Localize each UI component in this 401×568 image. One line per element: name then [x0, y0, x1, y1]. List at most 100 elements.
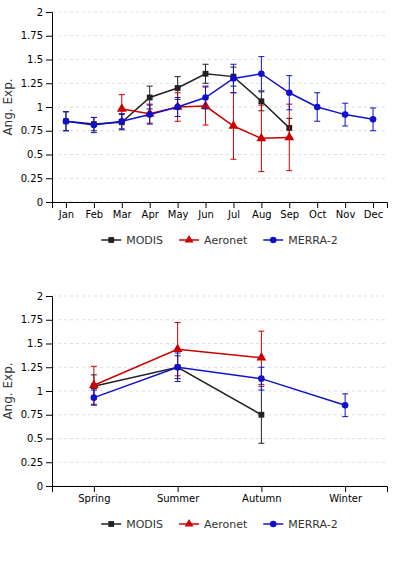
x-tick-mark [122, 202, 123, 208]
error-bar-cap [203, 108, 209, 109]
series-line [94, 349, 262, 385]
plot-area [63, 57, 377, 172]
error-bar-cap [314, 92, 320, 93]
y-tick-label: 0 [37, 481, 43, 492]
error-bar-cap [258, 56, 264, 57]
x-tick-mark [261, 202, 262, 208]
y-tick-mark [46, 107, 52, 108]
error-bar [342, 103, 348, 126]
error-bar-cap [175, 121, 181, 122]
error-bar [175, 353, 181, 382]
x-tick-mark [345, 486, 346, 492]
x-tick-mark [317, 202, 318, 208]
x-tick: Jan [58, 202, 74, 220]
legend-swatch-marker [270, 237, 277, 244]
series [91, 353, 349, 417]
y-tick: 0.75 [21, 409, 52, 420]
x-tick: Feb [86, 202, 104, 220]
error-bar-cap [230, 159, 236, 160]
grid-line [52, 35, 387, 36]
grid [52, 12, 387, 202]
marker [147, 95, 153, 101]
error-bar-cap [258, 91, 264, 92]
legend-label: Aeronet [204, 234, 248, 247]
marker [203, 71, 209, 77]
error-bar [119, 114, 125, 129]
legend-label: Aeronet [204, 518, 248, 531]
series [117, 87, 294, 172]
marker [258, 98, 264, 104]
y-axis-line [46, 13, 53, 203]
error-bar-cap [91, 132, 97, 133]
y-tick-mark [46, 83, 52, 84]
y-tick: 1.5 [27, 54, 52, 65]
y-tick-mark [46, 320, 52, 321]
legend-swatch-marker [108, 521, 114, 527]
error-bar [63, 112, 69, 131]
y-tick: 0.5 [27, 149, 52, 160]
x-tick: Winter [329, 486, 363, 504]
grid-line [52, 12, 387, 13]
y-tick-mark [46, 486, 52, 487]
grid-line [52, 296, 387, 297]
error-bar-cap [119, 129, 125, 130]
y-tick-label: 1.5 [27, 338, 43, 349]
legend-label: MERRA-2 [288, 518, 338, 531]
chart: 00.250.50.7511.251.51.752JanFebMarAprMay… [0, 0, 401, 568]
x-tick: Aug [252, 202, 272, 220]
grid-line [52, 319, 387, 320]
x-tick-label: Aug [252, 209, 272, 220]
error-bar-cap [63, 130, 69, 131]
error-bar-cap [286, 109, 292, 110]
grid-line [52, 130, 387, 131]
panel: 00.250.50.7511.251.51.752SpringSummerAut… [1, 291, 388, 531]
marker [174, 104, 181, 111]
y-tick-label: 1.5 [27, 54, 43, 65]
error-bar-cap [314, 121, 320, 122]
marker [258, 70, 265, 77]
error-bar-cap [258, 443, 264, 444]
series [63, 64, 292, 137]
marker [63, 118, 70, 125]
y-tick-label: 2 [37, 291, 43, 302]
x-tick: Oct [309, 202, 326, 220]
error-bar [342, 394, 348, 417]
error-bar-cap [230, 92, 236, 93]
plot-area [89, 323, 348, 444]
error-bar-cap [203, 86, 209, 87]
error-bar [203, 64, 209, 83]
x-tick-label: Winter [329, 493, 363, 504]
error-bar-cap [258, 105, 264, 106]
legend-item: MODIS [101, 234, 163, 247]
error-bar-cap [342, 126, 348, 127]
grid-line [52, 59, 387, 60]
legend-swatch-marker [270, 521, 277, 528]
error-bar-cap [370, 107, 376, 108]
error-bar [258, 57, 264, 91]
marker [91, 122, 98, 129]
marker [230, 75, 237, 82]
error-bar-cap [175, 97, 181, 98]
marker [258, 412, 264, 418]
y-tick-mark [46, 155, 52, 156]
y-tick-mark [46, 60, 52, 61]
x-tick: Spring [78, 486, 110, 504]
legend-item: MODIS [101, 518, 163, 531]
x-tick-mark [373, 202, 374, 208]
marker [202, 94, 209, 101]
error-bar-cap [91, 405, 97, 406]
error-bar-cap [342, 393, 348, 394]
y-tick-label: 0.25 [21, 173, 43, 184]
error-bar-cap [258, 171, 264, 172]
y-tick-label: 1.25 [21, 362, 43, 373]
grid-line [52, 414, 387, 415]
legend-item: MERRA-2 [263, 518, 338, 531]
y-tick-mark [46, 391, 52, 392]
error-bar-cap [175, 116, 181, 117]
y-tick-mark [46, 178, 52, 179]
legend-item: Aeronet [179, 234, 248, 247]
error-bar-cap [91, 117, 97, 118]
marker [314, 104, 321, 111]
x-tick-mark [178, 202, 179, 208]
error-bar-cap [175, 322, 181, 323]
